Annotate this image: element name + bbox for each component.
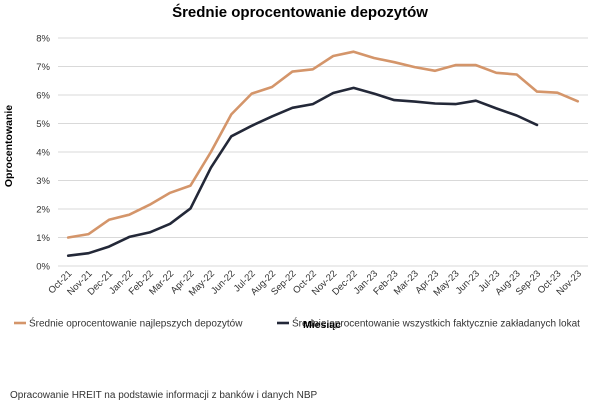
- y-tick-label: 6%: [36, 91, 50, 102]
- x-axis-ticks: Oct-21Nov-21Dec-21Jan-22Feb-22Mar-22Apr-…: [46, 268, 584, 298]
- y-axis-ticks: 0% 1% 2% 3% 4% 5% 6% 7% 8%: [36, 34, 50, 273]
- series-line-1: [66, 50, 580, 239]
- source-note: Opracowanie HREIT na podstawie informacj…: [10, 390, 318, 401]
- x-axis-title: Miesiąc: [303, 319, 341, 331]
- y-tick-label: 0%: [36, 262, 50, 273]
- y-tick-label: 8%: [36, 34, 50, 45]
- legend-label-1: Średnie oprocentowanie najlepszych depoz…: [29, 317, 243, 330]
- y-tick-label: 5%: [36, 119, 50, 130]
- chart-title: Średnie oprocentowanie depozytów: [172, 4, 428, 21]
- legend: Średnie oprocentowanie najlepszych depoz…: [14, 317, 580, 330]
- y-tick-label: 2%: [36, 205, 50, 216]
- y-tick-label: 1%: [36, 233, 50, 244]
- y-tick-label: 3%: [36, 176, 50, 187]
- y-tick-label: 7%: [36, 62, 50, 73]
- y-tick-label: 4%: [36, 148, 50, 159]
- legend-label-2: Średnie oprocentowanie wszystkich faktyc…: [292, 317, 580, 330]
- gridlines: [58, 37, 588, 267]
- series-line-2: [66, 86, 539, 257]
- y-axis-title: Oprocentowanie: [3, 105, 15, 187]
- series-lines: [66, 50, 580, 257]
